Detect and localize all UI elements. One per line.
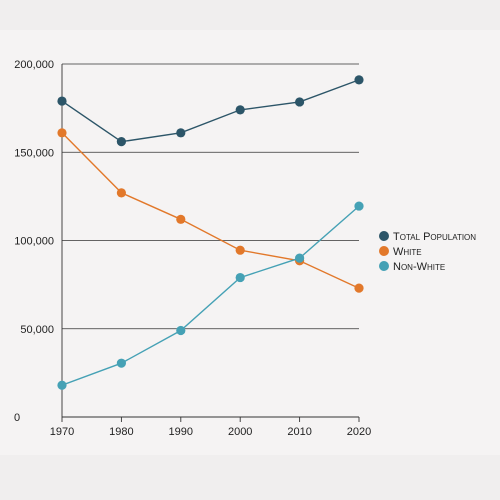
y-tick-label: 150,000 — [14, 147, 54, 159]
y-tick-label: 200,000 — [14, 59, 54, 71]
x-tick-label: 1980 — [109, 426, 133, 438]
x-tick-label: 1990 — [169, 426, 193, 438]
x-tick-label: 2020 — [347, 426, 371, 438]
data-point — [176, 214, 186, 224]
data-point — [354, 283, 364, 293]
legend-label: White — [393, 246, 422, 258]
legend-label: Total Population — [393, 231, 476, 243]
legend: Total Population White Non-White — [379, 231, 476, 273]
data-point — [176, 128, 186, 138]
axes: 0 50,000 100,000 150,000 200,000 1970 1980 1990… — [14, 59, 371, 438]
data-point — [235, 245, 245, 255]
y-tick-label: 0 — [14, 412, 20, 424]
data-point — [57, 96, 67, 106]
x-tick-label: 2000 — [228, 426, 252, 438]
series-line-0 — [61, 79, 360, 143]
legend-marker — [379, 261, 389, 271]
series-line-1 — [61, 132, 360, 289]
gridlines — [62, 63, 359, 330]
y-tick-label: 100,000 — [14, 236, 54, 248]
series-line-2 — [61, 205, 360, 386]
data-point — [295, 253, 305, 263]
data-point — [295, 97, 305, 107]
legend-label: Non-White — [393, 261, 445, 273]
legend-marker — [379, 246, 389, 256]
y-tick-label: 50,000 — [20, 324, 54, 336]
data-point — [235, 105, 245, 115]
data-point — [354, 75, 364, 85]
chart-panel — [0, 30, 500, 455]
x-tick-label: 1970 — [50, 426, 74, 438]
legend-marker — [379, 231, 389, 241]
x-tick-label: 2010 — [287, 426, 311, 438]
data-point — [116, 188, 126, 198]
data-point — [116, 137, 126, 147]
data-point — [176, 325, 186, 336]
data-point — [235, 272, 245, 283]
data-point — [57, 380, 67, 390]
data-point — [354, 201, 364, 211]
data-point — [116, 358, 126, 368]
data-point — [57, 128, 67, 138]
series — [57, 75, 364, 390]
